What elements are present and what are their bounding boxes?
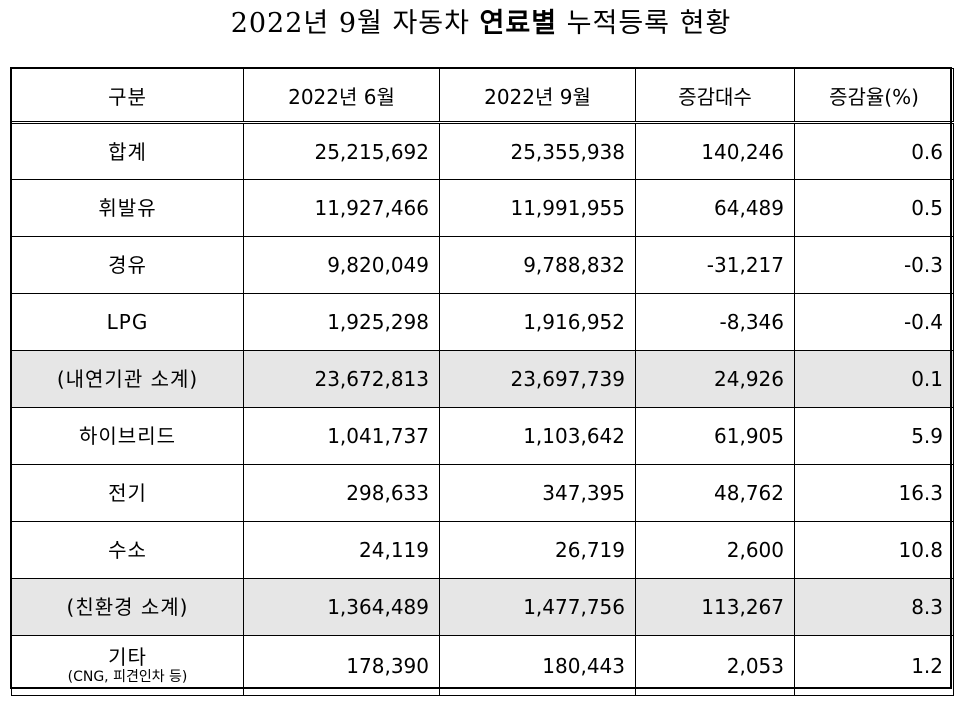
table-row: (내연기관 소계) 23,672,813 23,697,739 24,926 0.1 (11, 350, 954, 408)
row-change-rate: 1.2 (794, 635, 954, 696)
row-change-count: 24,926 (635, 350, 795, 408)
row-change-rate: 0.1 (794, 350, 954, 408)
row-june-value: 1,041,737 (243, 407, 440, 465)
row-september-value: 1,103,642 (439, 407, 636, 465)
row-category-cell: 경유 (11, 236, 244, 294)
table-body: 합계 25,215,692 25,355,938 140,246 0.6 휘발유 11,92… (11, 122, 954, 696)
row-category-label: LPG (106, 310, 149, 334)
row-category-cell: 전기 (11, 464, 244, 522)
row-category-cell: 합계 (11, 122, 244, 180)
header-change-rate: 증감율(%) (794, 68, 954, 124)
row-category-label: 전기 (108, 481, 147, 505)
header-june-2022: 2022년 6월 (243, 68, 440, 124)
row-category-cell: 수소 (11, 521, 244, 579)
row-change-count: -8,346 (635, 293, 795, 351)
row-june-value: 9,820,049 (243, 236, 440, 294)
row-change-rate: 10.8 (794, 521, 954, 579)
row-change-count: 140,246 (635, 122, 795, 180)
row-september-value: 23,697,739 (439, 350, 636, 408)
table-row: 수소 24,119 26,719 2,600 10.8 (11, 521, 954, 579)
row-june-value: 298,633 (243, 464, 440, 522)
row-june-value: 1,364,489 (243, 578, 440, 636)
row-category-label: 수소 (108, 538, 147, 562)
row-change-count: -31,217 (635, 236, 795, 294)
row-category-cell: (내연기관 소계) (11, 350, 244, 408)
table-row: 경유 9,820,049 9,788,832 -31,217 -0.3 (11, 236, 954, 294)
header-september-2022: 2022년 9월 (439, 68, 636, 124)
table-row: 기타 (CNG, 피견인차 등) 178,390 180,443 2,053 1.2 (11, 635, 954, 696)
table-row: LPG 1,925,298 1,916,952 -8,346 -0.4 (11, 293, 954, 351)
table-row: 하이브리드 1,041,737 1,103,642 61,905 5.9 (11, 407, 954, 465)
row-category-label: 휘발유 (98, 196, 157, 220)
table-row: (친환경 소계) 1,364,489 1,477,756 113,267 8.3 (11, 578, 954, 636)
row-category-label: (내연기관 소계) (56, 367, 199, 391)
row-category-cell: 휘발유 (11, 179, 244, 237)
row-june-value: 11,927,466 (243, 179, 440, 237)
row-category-label: (친환경 소계) (66, 595, 189, 619)
row-change-count: 2,600 (635, 521, 795, 579)
row-category-cell: 하이브리드 (11, 407, 244, 465)
row-change-rate: 0.5 (794, 179, 954, 237)
table-row: 휘발유 11,927,466 11,991,955 64,489 0.5 (11, 179, 954, 237)
row-september-value: 180,443 (439, 635, 636, 696)
table-row: 전기 298,633 347,395 48,762 16.3 (11, 464, 954, 522)
row-june-value: 1,925,298 (243, 293, 440, 351)
row-june-value: 178,390 (243, 635, 440, 696)
row-change-rate: 8.3 (794, 578, 954, 636)
table-row: 합계 25,215,692 25,355,938 140,246 0.6 (11, 122, 954, 180)
row-change-rate: 5.9 (794, 407, 954, 465)
row-category-cell: (친환경 소계) (11, 578, 244, 636)
page-title: 2022년 9월 자동차 연료별 누적등록 현황 (0, 4, 962, 44)
row-september-value: 25,355,938 (439, 122, 636, 180)
table-header-row: 구분 2022년 6월 2022년 9월 증감대수 증감율(%) (11, 68, 954, 124)
header-change-count: 증감대수 (635, 68, 795, 124)
row-september-value: 26,719 (439, 521, 636, 579)
row-category-label: 경유 (108, 253, 147, 277)
row-september-value: 1,477,756 (439, 578, 636, 636)
row-september-value: 9,788,832 (439, 236, 636, 294)
row-change-rate: -0.3 (794, 236, 954, 294)
row-category-sublabel: (CNG, 피견인차 등) (67, 668, 188, 685)
row-june-value: 23,672,813 (243, 350, 440, 408)
row-september-value: 11,991,955 (439, 179, 636, 237)
title-part-date: 2022년 9월 자동차 (230, 8, 480, 39)
row-september-value: 347,395 (439, 464, 636, 522)
row-change-count: 2,053 (635, 635, 795, 696)
row-change-count: 113,267 (635, 578, 795, 636)
row-change-count: 61,905 (635, 407, 795, 465)
row-september-value: 1,916,952 (439, 293, 636, 351)
registration-table: 구분 2022년 6월 2022년 9월 증감대수 증감율(%) 합계 25,21… (11, 68, 954, 696)
title-part-fuel: 연료별 (479, 8, 558, 39)
header-category: 구분 (11, 68, 244, 124)
title-part-status: 누적등록 현황 (557, 8, 732, 39)
row-change-count: 64,489 (635, 179, 795, 237)
row-category-label: 하이브리드 (79, 424, 176, 448)
row-change-rate: -0.4 (794, 293, 954, 351)
row-category-cell: 기타 (CNG, 피견인차 등) (11, 635, 244, 696)
row-change-rate: 0.6 (794, 122, 954, 180)
row-june-value: 24,119 (243, 521, 440, 579)
row-category-cell: LPG (11, 293, 244, 351)
row-category-label: 기타 (108, 644, 147, 669)
row-category-label: 합계 (108, 139, 147, 164)
row-june-value: 25,215,692 (243, 122, 440, 180)
row-change-rate: 16.3 (794, 464, 954, 522)
row-change-count: 48,762 (635, 464, 795, 522)
